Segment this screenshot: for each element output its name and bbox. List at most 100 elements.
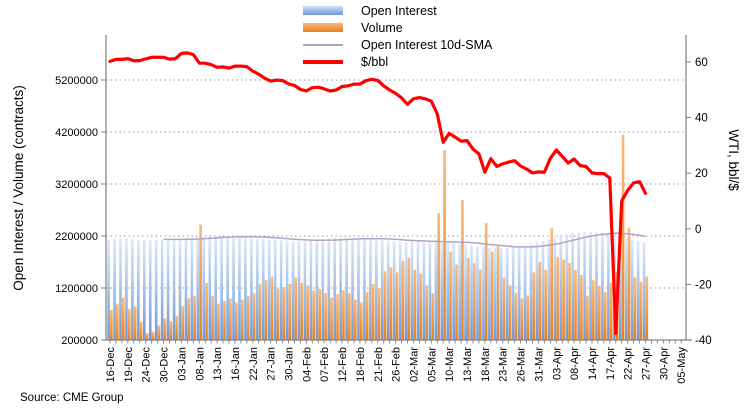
volume-bar xyxy=(205,282,208,340)
open-interest-bar xyxy=(369,239,372,340)
open-interest-bar xyxy=(166,239,170,340)
volume-bar xyxy=(223,301,226,340)
x-tick-label: 30-Dec xyxy=(159,347,171,383)
volume-bar xyxy=(252,293,256,340)
volume-bar xyxy=(544,269,548,340)
volume-bar xyxy=(461,200,464,340)
legend-item-sma: Open Interest 10d-SMA xyxy=(303,38,492,52)
volume-bar xyxy=(187,298,191,340)
volume-bar xyxy=(110,309,113,340)
open-interest-bar xyxy=(565,233,569,340)
open-interest-bar xyxy=(642,242,646,340)
open-interest-bar xyxy=(482,247,485,340)
open-interest-bar xyxy=(488,247,491,340)
source-note: Source: CME Group xyxy=(20,392,124,404)
volume-bar xyxy=(235,302,238,340)
volume-bar xyxy=(163,318,167,340)
open-interest-bar xyxy=(464,244,467,340)
x-tick-label: 30-Jan xyxy=(284,347,296,381)
volume-bar xyxy=(496,246,500,340)
right-tick-label: 0 xyxy=(695,224,701,236)
right-tick-label: -20 xyxy=(695,279,712,291)
legend-item-price: $/bbl xyxy=(303,55,492,69)
volume-bar xyxy=(592,280,595,340)
open-interest-bar xyxy=(333,238,336,340)
x-tick-label: 31-Mar xyxy=(533,347,545,382)
open-interest-bar xyxy=(452,242,455,340)
open-interest-bar xyxy=(172,239,176,340)
open-interest-bar xyxy=(381,240,384,340)
volume-bar xyxy=(348,293,351,340)
volume-bar xyxy=(514,293,518,340)
open-interest-bar xyxy=(392,241,396,340)
open-interest-bar xyxy=(119,238,122,340)
volume-bar xyxy=(419,273,423,340)
open-interest-bar xyxy=(624,239,628,340)
volume-bar xyxy=(413,269,417,340)
volume-bar xyxy=(467,257,470,340)
open-interest-bar xyxy=(571,232,574,340)
open-interest-bar xyxy=(208,236,212,340)
volume-bar xyxy=(473,263,476,340)
open-interest-bar xyxy=(470,245,473,340)
open-interest-bar xyxy=(273,239,277,340)
x-tick-label: 03-Jan xyxy=(176,347,188,381)
x-tick-label: 18-Feb xyxy=(355,347,367,382)
volume-bar xyxy=(520,298,524,340)
volume-bar xyxy=(383,271,387,340)
open-interest-bar xyxy=(440,243,444,340)
x-tick-label: 05-Mar xyxy=(426,347,438,382)
open-interest-bar xyxy=(154,239,158,340)
left-tick-label: 3200000 xyxy=(55,179,98,191)
open-interest-bar xyxy=(547,239,551,340)
left-tick-label: 1200000 xyxy=(55,283,98,295)
open-interest-bar xyxy=(125,238,128,340)
open-interest-bar xyxy=(232,236,235,340)
x-tick-label: 16-Dec xyxy=(105,347,117,383)
volume-bar xyxy=(360,302,363,340)
volume-bar xyxy=(264,280,268,340)
volume-bar xyxy=(175,316,179,340)
x-tick-label: 13-Jan xyxy=(212,347,224,381)
open-interest-bar xyxy=(315,239,319,340)
volume-bar xyxy=(294,277,298,340)
open-interest-bar xyxy=(321,239,325,340)
price-line-swatch-icon xyxy=(303,59,343,64)
volume-bar xyxy=(609,282,613,340)
volume-bar xyxy=(151,331,155,340)
open-interest-bar xyxy=(267,239,271,340)
x-tick-label: 03-Apr xyxy=(551,347,563,380)
volume-bar xyxy=(526,295,530,340)
open-interest-bar xyxy=(226,236,229,340)
open-interest-bar xyxy=(601,232,604,340)
right-tick-label: 60 xyxy=(695,57,708,69)
volume-bar xyxy=(312,290,315,340)
volume-bar xyxy=(479,269,482,340)
sma-line-swatch-icon xyxy=(303,43,343,46)
open-interest-bar xyxy=(297,241,301,340)
open-interest-bar xyxy=(607,233,610,340)
open-interest-bar xyxy=(494,247,497,340)
left-axis-title: Open Interest / Volume (contracts) xyxy=(11,85,26,291)
x-tick-label: 07-Feb xyxy=(319,347,331,382)
open-interest-bar xyxy=(327,238,331,340)
volume-bar xyxy=(508,285,512,340)
legend-label: Volume xyxy=(361,20,403,35)
open-interest-bar xyxy=(214,236,217,340)
x-tick-label: 26-Feb xyxy=(391,347,403,382)
volume-bar xyxy=(318,289,321,340)
volume-bar xyxy=(145,333,149,340)
left-tick-label: 200000 xyxy=(61,335,98,347)
volume-bar xyxy=(443,150,446,340)
open-interest-bar xyxy=(398,241,402,340)
open-interest-bar xyxy=(196,237,200,340)
open-interest-bar xyxy=(309,240,313,340)
volume-bar xyxy=(425,285,429,340)
volume-bar xyxy=(550,228,553,340)
legend-item-open-interest: Open Interest xyxy=(303,4,492,18)
left-tick-label: 5200000 xyxy=(55,75,98,87)
open-interest-bar xyxy=(529,243,533,340)
x-tick-label: 19-Dec xyxy=(123,347,135,383)
x-tick-label: 27-Apr xyxy=(641,347,653,380)
